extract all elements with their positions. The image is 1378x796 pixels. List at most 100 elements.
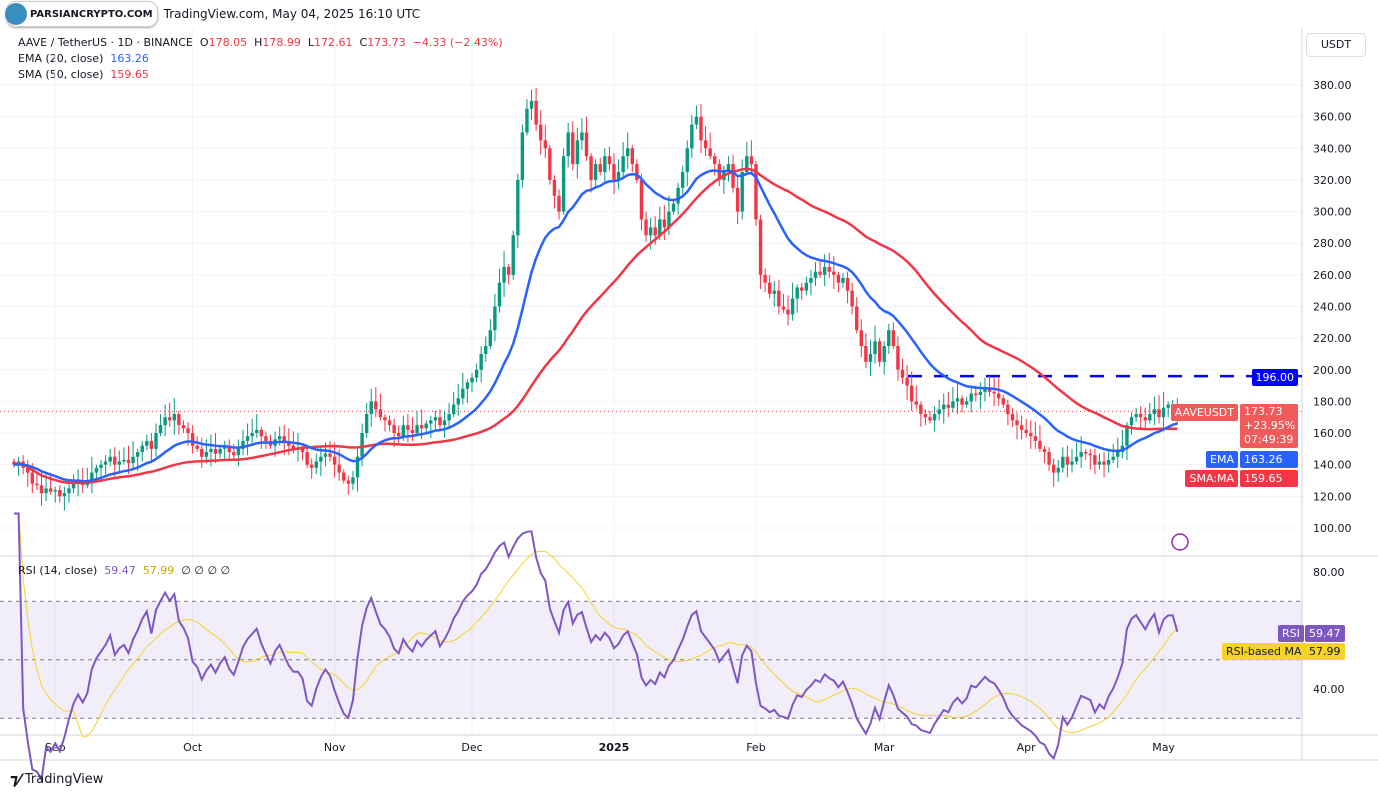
candle-body (539, 124, 543, 141)
candle-body (53, 489, 57, 492)
currency-selector[interactable]: USDT (1306, 33, 1366, 57)
candle-body (960, 398, 964, 405)
ema-legend[interactable]: EMA (20, close) 163.26 (18, 51, 503, 67)
candle-body (374, 401, 378, 410)
candle-body (593, 164, 598, 180)
chart-title: TradingView.com, May 04, 2025 16:10 UTC (163, 7, 421, 21)
candle-body (397, 433, 401, 437)
candle-body (282, 436, 286, 441)
candle-body (1051, 464, 1056, 473)
candle-body (227, 445, 231, 453)
candle-body (378, 409, 383, 418)
candle-body (745, 156, 749, 173)
candle-body (447, 414, 451, 421)
candle-body (360, 433, 364, 457)
candle-body (484, 346, 488, 354)
candle-body (90, 472, 94, 483)
candle-body (1093, 455, 1097, 465)
candle-body (552, 179, 557, 196)
candle-body (1015, 420, 1019, 426)
candle-body (1047, 452, 1051, 465)
candle-body (868, 353, 873, 362)
candle-body (255, 429, 259, 434)
candle-body (928, 417, 932, 421)
close-value: 173.73 (367, 36, 406, 49)
price-axis-label: 320.00 (1313, 174, 1352, 187)
candle-body (1074, 456, 1079, 462)
price-axis-label: 280.00 (1313, 237, 1352, 250)
candle-body (1070, 461, 1074, 465)
rsi-ma-tag: RSI-based MA (1222, 643, 1306, 660)
candle-body (589, 156, 593, 180)
candle-body (525, 108, 529, 133)
candle-body (855, 306, 859, 331)
candle-body (131, 456, 135, 464)
price-axis-label: 140.00 (1313, 459, 1352, 472)
candle-body (113, 456, 117, 465)
candle-body (44, 488, 48, 494)
symbol-line[interactable]: AAVE / TetherUS · 1D · BINANCE O178.05 H… (18, 35, 503, 51)
candle-body (1120, 445, 1125, 453)
brand-text: PARSIANCRYPTO.COM (30, 8, 153, 20)
candle-body (39, 485, 44, 494)
candle-body (35, 483, 39, 486)
rsi-ma-price-tag: 57.99 (1305, 643, 1345, 660)
candle-body (832, 271, 836, 275)
price-axis-label: 100.00 (1313, 522, 1352, 535)
candle-body (836, 274, 841, 283)
candle-body (419, 425, 424, 429)
candle-body (827, 266, 831, 272)
candle-body (392, 425, 396, 434)
candle-body (951, 401, 955, 408)
candle-body (1143, 417, 1147, 421)
symbol-name[interactable]: AAVE / TetherUS · 1D · BINANCE (18, 36, 193, 49)
rsi-extra: ∅ ∅ ∅ ∅ (181, 564, 231, 577)
candle-body (900, 369, 905, 378)
ema-value: 163.26 (110, 52, 149, 65)
candle-body (342, 472, 346, 481)
candle-body (1088, 453, 1092, 456)
candle-body (740, 172, 744, 212)
candle-body (804, 282, 809, 291)
candle-body (310, 464, 314, 468)
candle-body (300, 448, 305, 453)
sma-legend[interactable]: SMA (50, close) 159.65 (18, 67, 503, 83)
candle-body (896, 346, 900, 370)
candle-body (442, 420, 447, 426)
candle-body (841, 278, 845, 283)
ema-label: EMA (20, close) (18, 52, 104, 65)
candle-body (887, 330, 891, 347)
price-axis-label: 240.00 (1313, 300, 1352, 313)
candle-body (1010, 414, 1015, 421)
candle-body (992, 391, 996, 394)
candle-body (135, 452, 140, 457)
candle-body (1079, 452, 1083, 457)
candle-body (699, 116, 703, 141)
candle-body (1134, 414, 1138, 418)
candle-body (319, 456, 323, 462)
candle-body (997, 393, 1001, 399)
candle-body (1106, 459, 1111, 465)
candle-body (1102, 461, 1106, 465)
candle-body (314, 461, 318, 468)
candle-body (200, 448, 204, 457)
candle-body (1157, 409, 1161, 418)
rsi-legend[interactable]: RSI (14, close) 59.47 57.99 ∅ ∅ ∅ ∅ (18, 564, 230, 577)
candle-body (735, 187, 740, 212)
candle-body (323, 453, 328, 457)
candle-body (543, 140, 547, 149)
candle-body (923, 414, 928, 418)
candle-body (800, 287, 804, 291)
candle-body (969, 393, 973, 402)
candle-body (58, 489, 62, 497)
price-axis-label: 200.00 (1313, 364, 1352, 377)
candle-body (680, 172, 685, 188)
price-axis-label: 360.00 (1313, 111, 1352, 124)
candle-body (218, 448, 222, 454)
candle-body (177, 414, 181, 426)
last-change: +23.95% (1244, 419, 1296, 432)
candle-body (337, 464, 341, 473)
rsi-axis-label: 80.00 (1313, 566, 1345, 579)
candle-body (163, 417, 167, 426)
